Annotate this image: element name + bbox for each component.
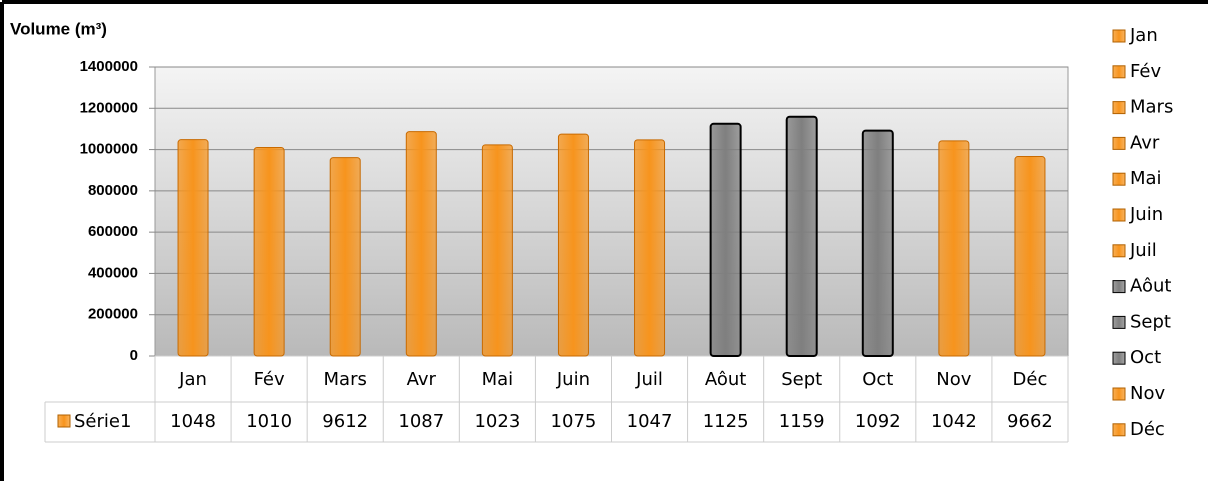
x-tick-label: Nov	[936, 369, 971, 390]
table-value: 1125	[703, 411, 749, 432]
table-value: 1075	[551, 411, 597, 432]
x-tick-label: Aôut	[705, 369, 746, 390]
x-tick-label: Avr	[407, 369, 437, 390]
y-tick-label: 800000	[88, 182, 138, 199]
legend-label: Avr	[1130, 132, 1160, 153]
legend-key	[1112, 101, 1126, 115]
plot-area	[154, 66, 1069, 357]
legend-label: Nov	[1130, 383, 1165, 404]
bar	[405, 131, 437, 357]
bar	[329, 157, 361, 357]
legend-key	[1112, 280, 1126, 294]
bar	[1014, 156, 1046, 357]
x-tick-label: Juin	[556, 369, 590, 390]
legend-label: Sept	[1130, 311, 1171, 332]
table-value: 1092	[855, 411, 901, 432]
x-tick-label: Jan	[178, 369, 207, 390]
legend-label: Oct	[1130, 347, 1161, 368]
legend-label: Mars	[1130, 97, 1173, 118]
y-tick-label: 600000	[88, 223, 138, 240]
table-value: 1023	[474, 411, 520, 432]
legend-key	[1112, 315, 1126, 329]
table-series-name: Série1	[74, 411, 131, 432]
y-tick-label: 1200000	[80, 99, 138, 116]
legend-label: Fév	[1130, 61, 1161, 82]
bar	[785, 115, 818, 357]
y-tick-label: 1400000	[80, 58, 138, 75]
bar	[177, 139, 209, 357]
legend-label: Mai	[1130, 168, 1162, 189]
legend-key	[1112, 136, 1126, 150]
legend-key	[1112, 244, 1126, 258]
legend-label: Jan	[1129, 25, 1158, 46]
bar	[253, 147, 285, 357]
x-tick-label: Sept	[781, 369, 822, 390]
table-value: 1159	[779, 411, 825, 432]
legend-key	[1112, 172, 1126, 186]
bar	[481, 144, 513, 357]
legend-key	[1112, 29, 1126, 43]
table-value: 9612	[322, 411, 368, 432]
legend-key	[1112, 65, 1126, 79]
bar	[861, 129, 894, 357]
y-axis-label: Volume (m³)	[10, 19, 107, 38]
x-tick-label: Mars	[324, 369, 367, 390]
table-value: 1087	[398, 411, 444, 432]
legend-key	[1112, 351, 1126, 365]
legend-label: Aôut	[1130, 276, 1171, 297]
bar	[938, 140, 970, 357]
table-legend-key	[57, 414, 71, 428]
table-value: 1010	[246, 411, 292, 432]
bar	[634, 139, 666, 357]
table-value: 1048	[170, 411, 216, 432]
bar	[709, 122, 742, 358]
y-tick-label: 200000	[88, 306, 138, 323]
y-tick-label: 1000000	[80, 141, 138, 158]
bar	[557, 133, 589, 357]
x-tick-label: Oct	[862, 369, 893, 390]
table-value: 1047	[627, 411, 673, 432]
x-tick-label: Mai	[482, 369, 514, 390]
legend-label: Juil	[1129, 240, 1157, 261]
x-tick-label: Déc	[1013, 369, 1048, 390]
x-tick-label: Juil	[635, 369, 663, 390]
legend-label: Juin	[1129, 204, 1163, 225]
legend-key	[1112, 423, 1126, 437]
table-value: 1042	[931, 411, 977, 432]
x-tick-label: Fév	[254, 369, 285, 390]
y-tick-label: 0	[130, 347, 138, 364]
legend-key	[1112, 208, 1126, 222]
legend-key	[1112, 387, 1126, 401]
table-value: 9662	[1007, 411, 1053, 432]
legend-label: Déc	[1130, 419, 1165, 440]
y-tick-label: 400000	[88, 264, 138, 281]
